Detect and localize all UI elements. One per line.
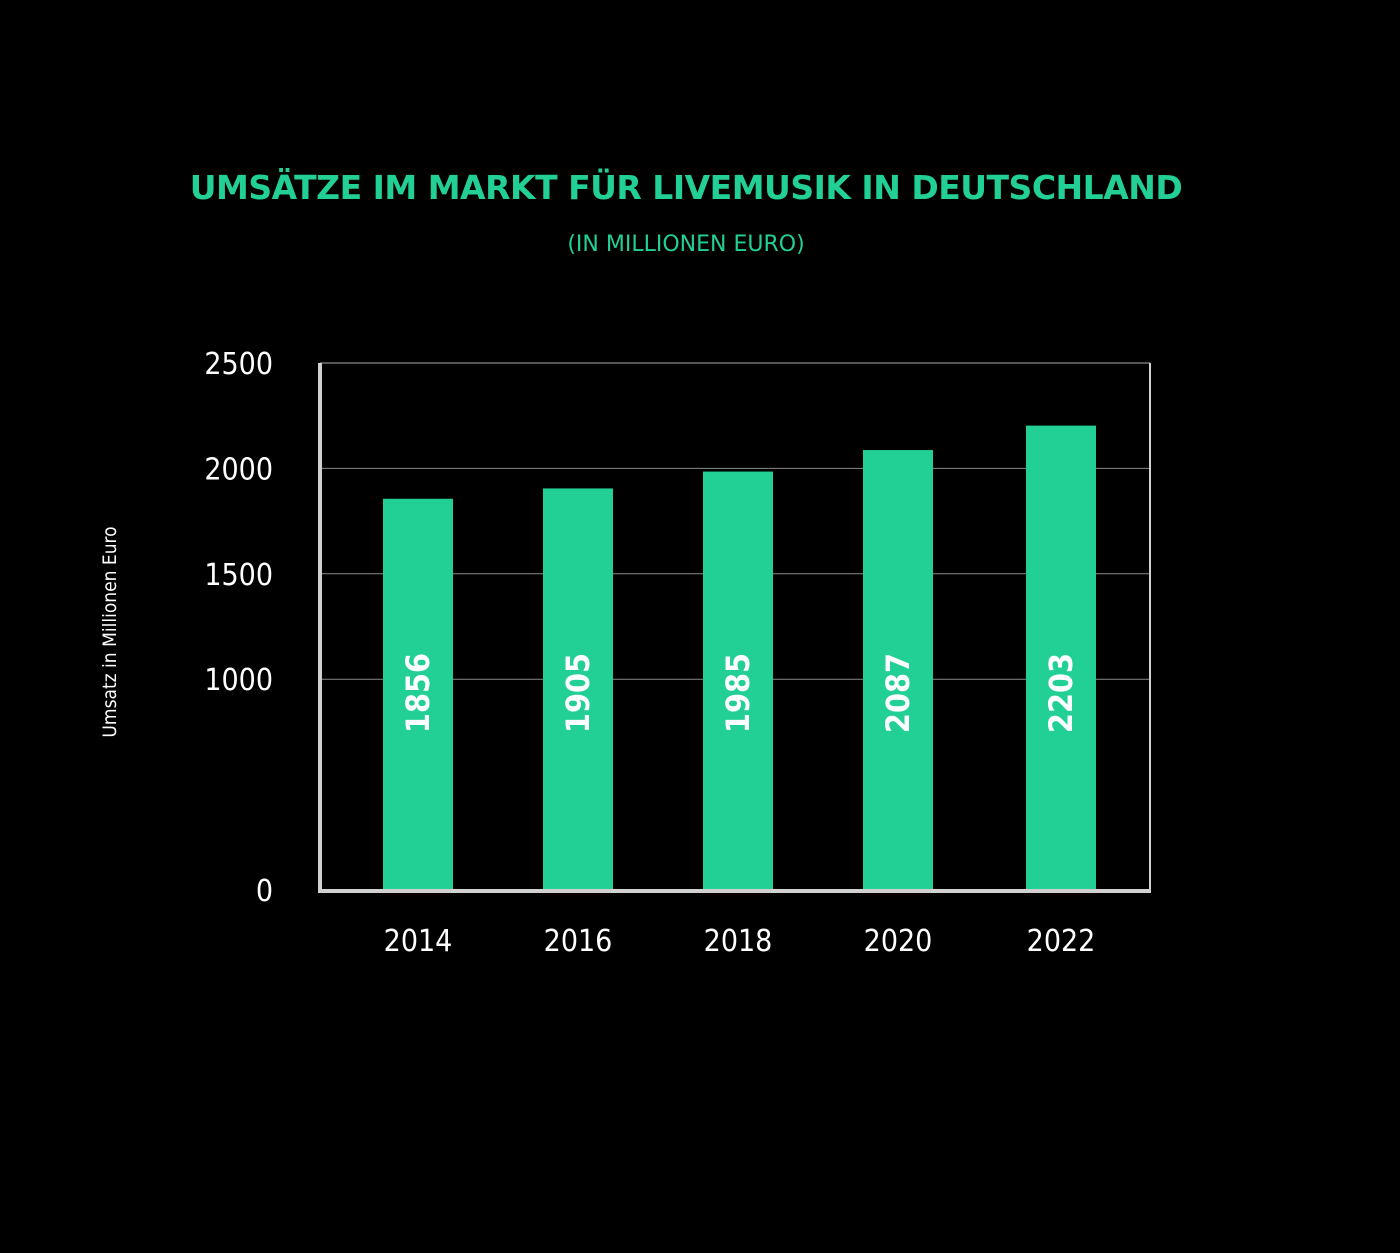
bars [383,425,1096,890]
bar-2020 [863,450,933,890]
y-tick-label: 1000 [204,663,273,698]
bar-2018 [703,471,773,890]
y-tick-label: 0 [256,874,273,909]
y-tick-label: 1500 [204,558,273,593]
y-tick-label: 2000 [204,452,273,487]
chart-subtitle: (IN MILLIONEN EURO) [567,232,805,257]
labels: 0 1000 1500 2000 2500 1856 2014 1905 2016 1985 201… [99,347,1095,959]
bar-value-label: 1905 [559,653,597,733]
axes [318,362,1151,893]
x-tick-label: 2016 [544,924,613,959]
bar-2014 [383,498,453,890]
bar-value-label: 1985 [719,653,757,733]
chart-title: UMSÄTZE IM MARKT FÜR LIVEMUSIK IN DEUTSC… [189,168,1183,207]
bar-value-label: 2087 [879,653,917,733]
x-tick-label: 2022 [1027,924,1096,959]
x-tick-label: 2018 [704,924,773,959]
x-tick-label: 2020 [864,924,933,959]
bar-2022 [1026,425,1096,890]
bar-value-label: 1856 [399,653,437,733]
y-axis-title: Umsatz in Millionen Euro [99,526,121,737]
y-tick-label: 2500 [204,347,273,382]
bar-value-label: 2203 [1042,653,1080,733]
x-tick-label: 2014 [384,924,453,959]
bar-2016 [543,488,613,890]
